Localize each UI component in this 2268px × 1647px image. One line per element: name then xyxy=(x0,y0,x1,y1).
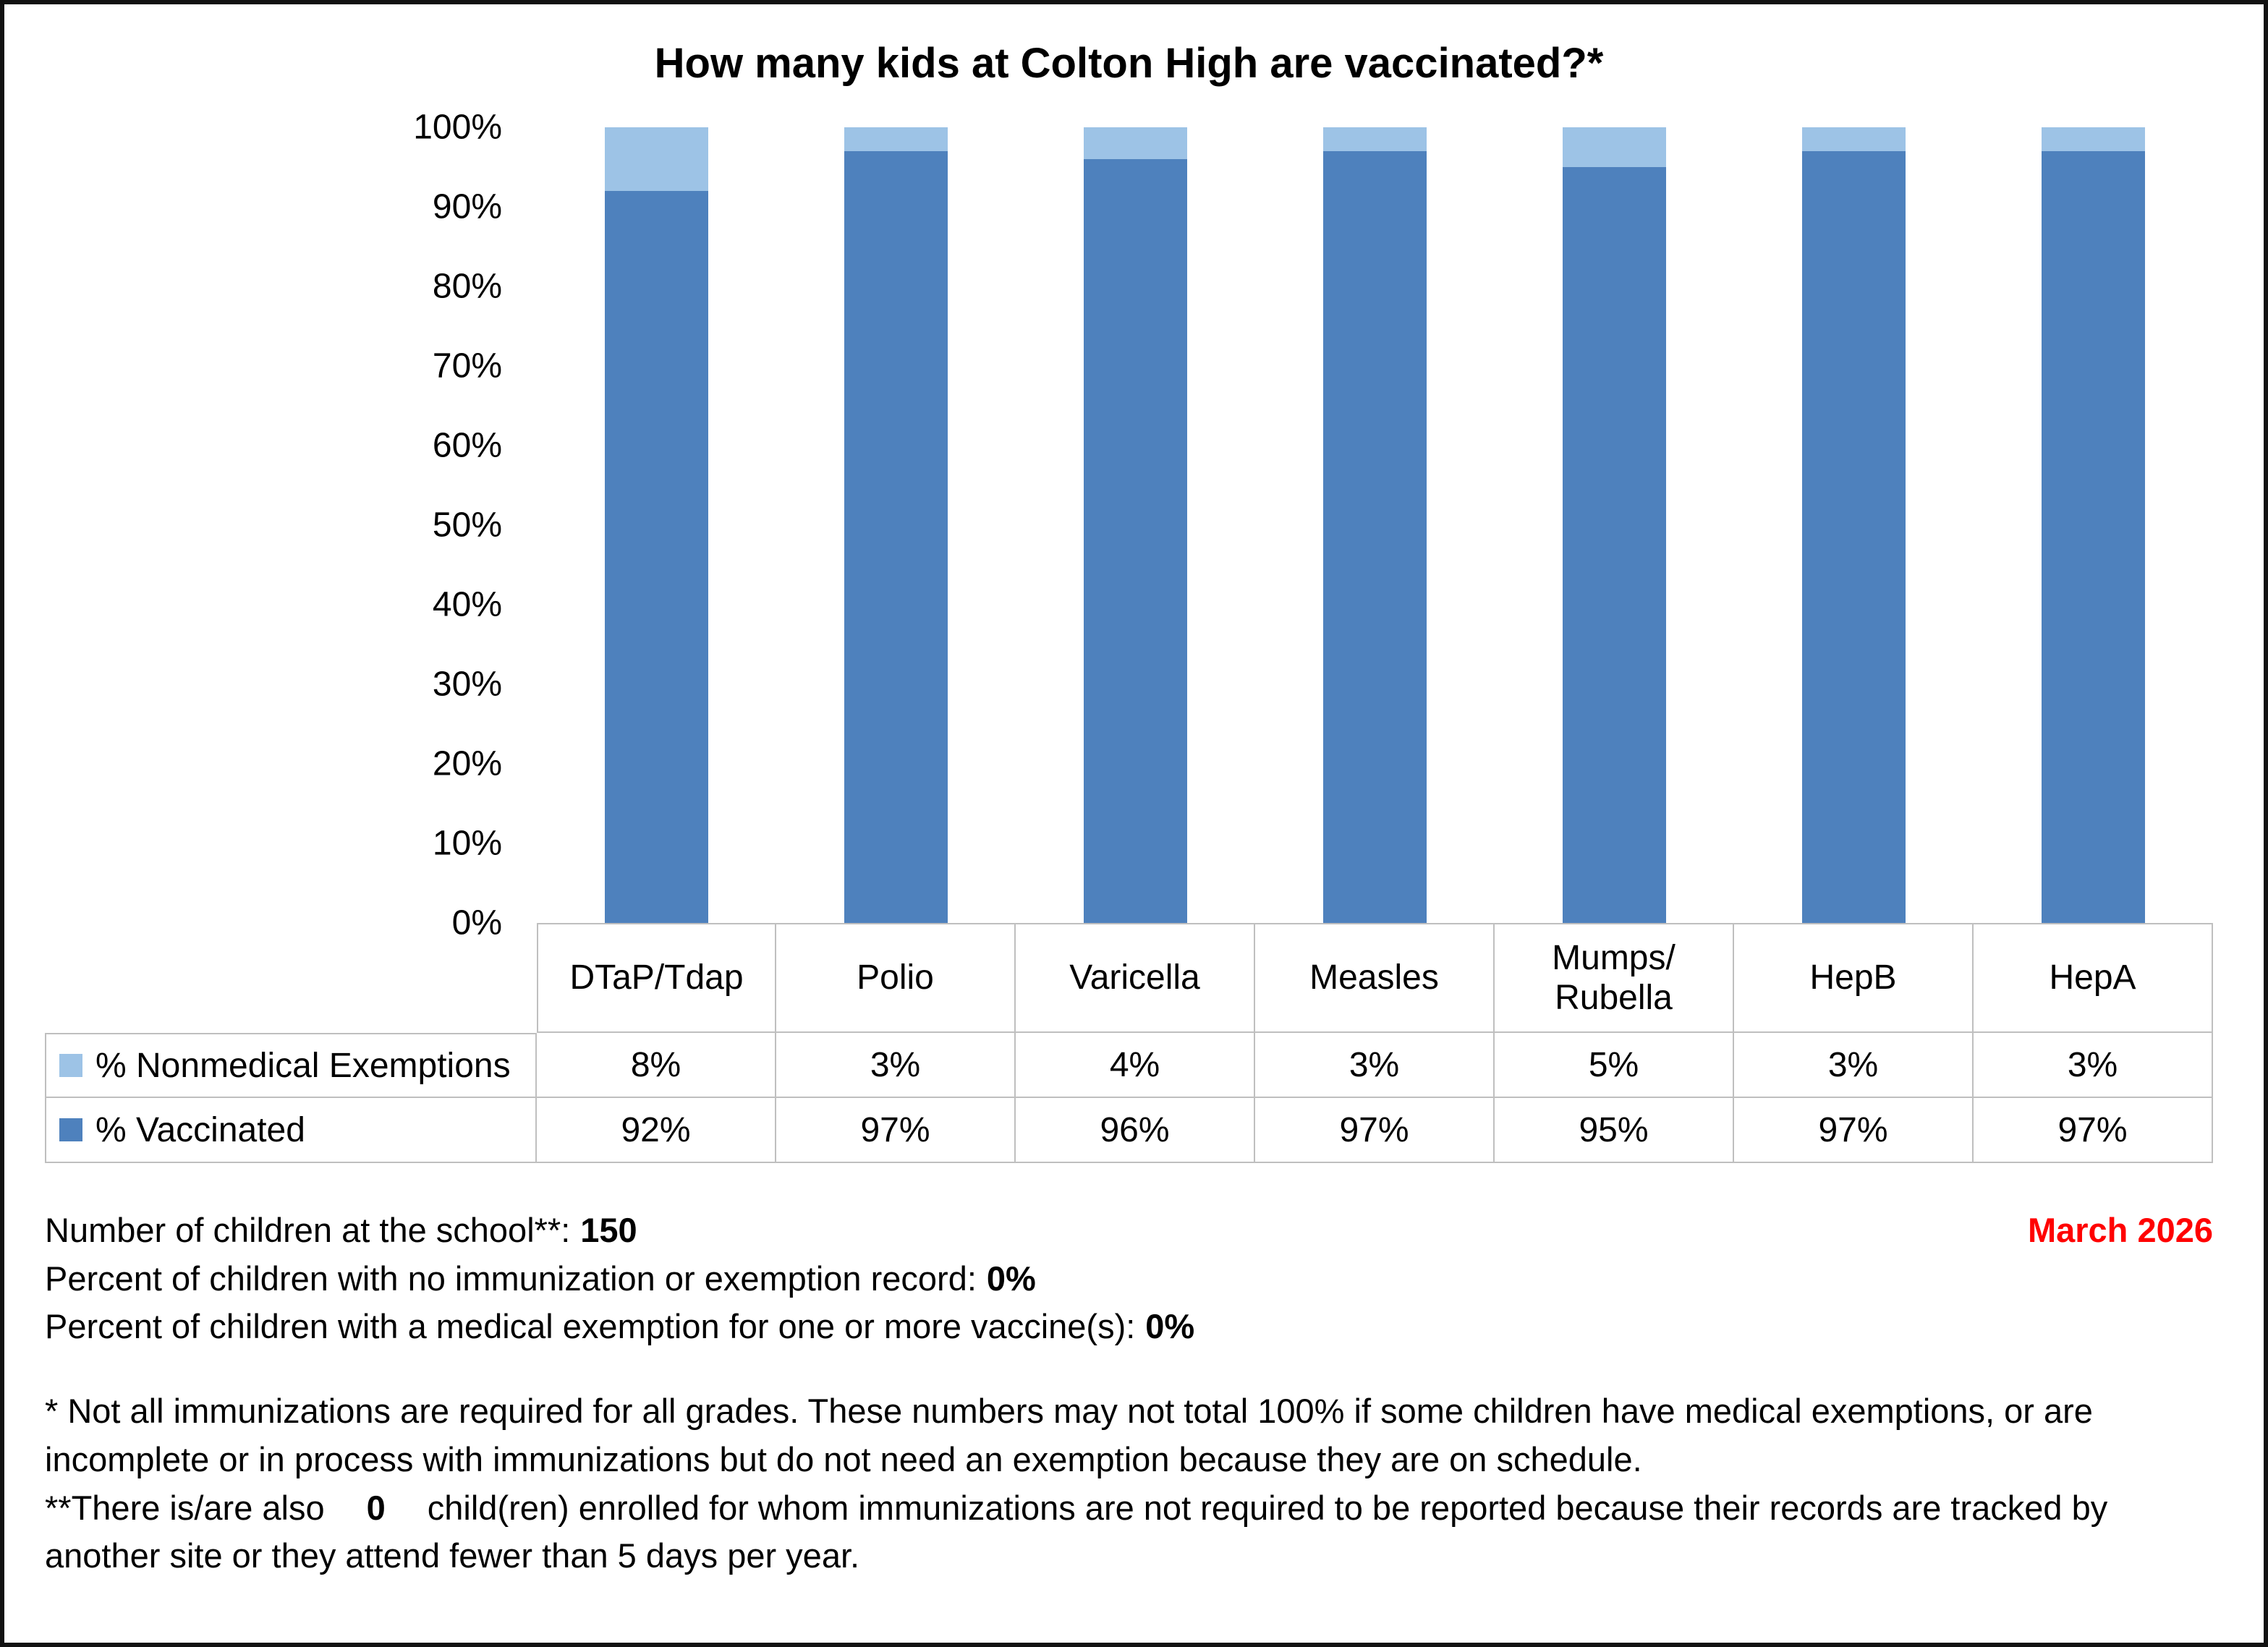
children-count-line: Number of children at the school**: 150 xyxy=(45,1206,637,1255)
bar-segment-vaccinated xyxy=(844,151,948,923)
bar-segment-vaccinated xyxy=(605,191,708,923)
series-name: % Vaccinated xyxy=(95,1110,305,1149)
bar-segment-nonmedical-exemptions xyxy=(844,127,948,151)
bar-slot xyxy=(776,127,1016,923)
y-tick-label: 20% xyxy=(432,744,502,783)
stacked-bar xyxy=(2042,127,2145,923)
y-tick-label: 40% xyxy=(432,585,502,624)
category-header-cell: Mumps/ Rubella xyxy=(1495,923,1734,1033)
y-tick-label: 80% xyxy=(432,267,502,306)
value-cell: 97% xyxy=(1734,1098,1974,1163)
legend-swatch-icon xyxy=(59,1118,82,1141)
value-cell: 5% xyxy=(1495,1033,1734,1098)
footer: Number of children at the school**: 150 M… xyxy=(45,1206,2213,1580)
bar-slot xyxy=(537,127,776,923)
bar-slot xyxy=(1016,127,1255,923)
bar-slot xyxy=(1255,127,1495,923)
y-tick-label: 30% xyxy=(432,665,502,704)
value-cell: 97% xyxy=(1974,1098,2213,1163)
y-tick-label: 0% xyxy=(451,903,502,942)
footnotes: * Not all immunizations are required for… xyxy=(45,1387,2213,1580)
value-cell: 3% xyxy=(776,1033,1016,1098)
y-tick-label: 10% xyxy=(432,824,502,863)
bar-segment-nonmedical-exemptions xyxy=(1323,127,1427,151)
legend-row-label: % Nonmedical Exemptions xyxy=(45,1033,537,1098)
stacked-bar xyxy=(1563,127,1666,923)
bar-slot xyxy=(1734,127,1974,923)
children-count-label: Number of children at the school**: xyxy=(45,1211,571,1249)
no-record-value: 0% xyxy=(986,1259,1036,1298)
category-header-cell: Measles xyxy=(1255,923,1495,1033)
medical-exemption-value: 0% xyxy=(1145,1307,1195,1346)
bar-segment-nonmedical-exemptions xyxy=(1084,127,1187,159)
value-cell: 92% xyxy=(537,1098,776,1163)
bar-segment-vaccinated xyxy=(1084,159,1187,923)
y-tick-label: 90% xyxy=(432,187,502,226)
y-tick-label: 50% xyxy=(432,506,502,545)
stacked-bar xyxy=(1323,127,1427,923)
bar-segment-vaccinated xyxy=(1802,151,1906,923)
medical-exemption-label: Percent of children with a medical exemp… xyxy=(45,1307,1136,1346)
chart-title: How many kids at Colton High are vaccina… xyxy=(654,40,1604,87)
footer-line-2: Percent of children with no immunization… xyxy=(45,1255,2213,1303)
bar-slot xyxy=(1495,127,1734,923)
legend-row-label: % Vaccinated xyxy=(45,1098,537,1163)
category-header-cell: HepB xyxy=(1734,923,1974,1033)
category-header-cell: Polio xyxy=(776,923,1016,1033)
series-name: % Nonmedical Exemptions xyxy=(95,1046,511,1085)
chart-area: 100% 90% 80% 70% 60% 50% 40% 30% 20% 10% 0% xyxy=(45,108,2213,942)
y-tick-label: 100% xyxy=(413,108,502,147)
plot-area xyxy=(537,127,2213,923)
bar-segment-vaccinated xyxy=(1563,167,1666,923)
footnote-2: **There is/are also 0 child(ren) enrolled … xyxy=(45,1484,2213,1580)
value-cell: 3% xyxy=(1974,1033,2213,1098)
bar-segment-nonmedical-exemptions xyxy=(1563,127,1666,167)
data-table: DTaP/Tdap Polio Varicella Measles Mumps/ Rub… xyxy=(45,923,2213,1163)
bar-segment-nonmedical-exemptions xyxy=(1802,127,1906,151)
bar-segment-nonmedical-exemptions xyxy=(605,127,708,191)
y-tick-label: 70% xyxy=(432,346,502,386)
footnote-1: * Not all immunizations are required for… xyxy=(45,1392,2093,1478)
bar-segment-nonmedical-exemptions xyxy=(2042,127,2145,151)
children-count-value: 150 xyxy=(580,1211,637,1249)
bar-slot xyxy=(1974,127,2213,923)
footnote-2-value: 0 xyxy=(366,1488,386,1527)
category-header-cell: DTaP/Tdap xyxy=(537,923,776,1033)
no-record-label: Percent of children with no immunization… xyxy=(45,1259,977,1298)
stacked-bar xyxy=(1084,127,1187,923)
report-date: March 2026 xyxy=(2027,1211,2213,1249)
value-cell: 4% xyxy=(1016,1033,1255,1098)
value-cell: 3% xyxy=(1255,1033,1495,1098)
value-cell: 8% xyxy=(537,1033,776,1098)
footnote-2-suffix: child(ren) enrolled for whom immunizatio… xyxy=(45,1488,2108,1575)
footer-line-3: Percent of children with a medical exemp… xyxy=(45,1303,2213,1351)
table-corner-blank xyxy=(45,923,537,1033)
stacked-bar xyxy=(1802,127,1906,923)
footer-line-1: Number of children at the school**: 150 M… xyxy=(45,1206,2213,1255)
stacked-bar xyxy=(844,127,948,923)
bar-segment-vaccinated xyxy=(2042,151,2145,923)
y-tick-label: 60% xyxy=(432,426,502,465)
bar-segment-vaccinated xyxy=(1323,151,1427,923)
category-header-cell: Varicella xyxy=(1016,923,1255,1033)
value-cell: 96% xyxy=(1016,1098,1255,1163)
y-axis: 100% 90% 80% 70% 60% 50% 40% 30% 20% 10% 0% xyxy=(45,108,537,942)
value-cell: 97% xyxy=(776,1098,1016,1163)
category-header-cell: HepA xyxy=(1974,923,2213,1033)
footnote-2-prefix: **There is/are also xyxy=(45,1488,325,1527)
value-cell: 95% xyxy=(1495,1098,1734,1163)
legend-swatch-icon xyxy=(59,1054,82,1077)
stacked-bar xyxy=(605,127,708,923)
value-cell: 3% xyxy=(1734,1033,1974,1098)
value-cell: 97% xyxy=(1255,1098,1495,1163)
